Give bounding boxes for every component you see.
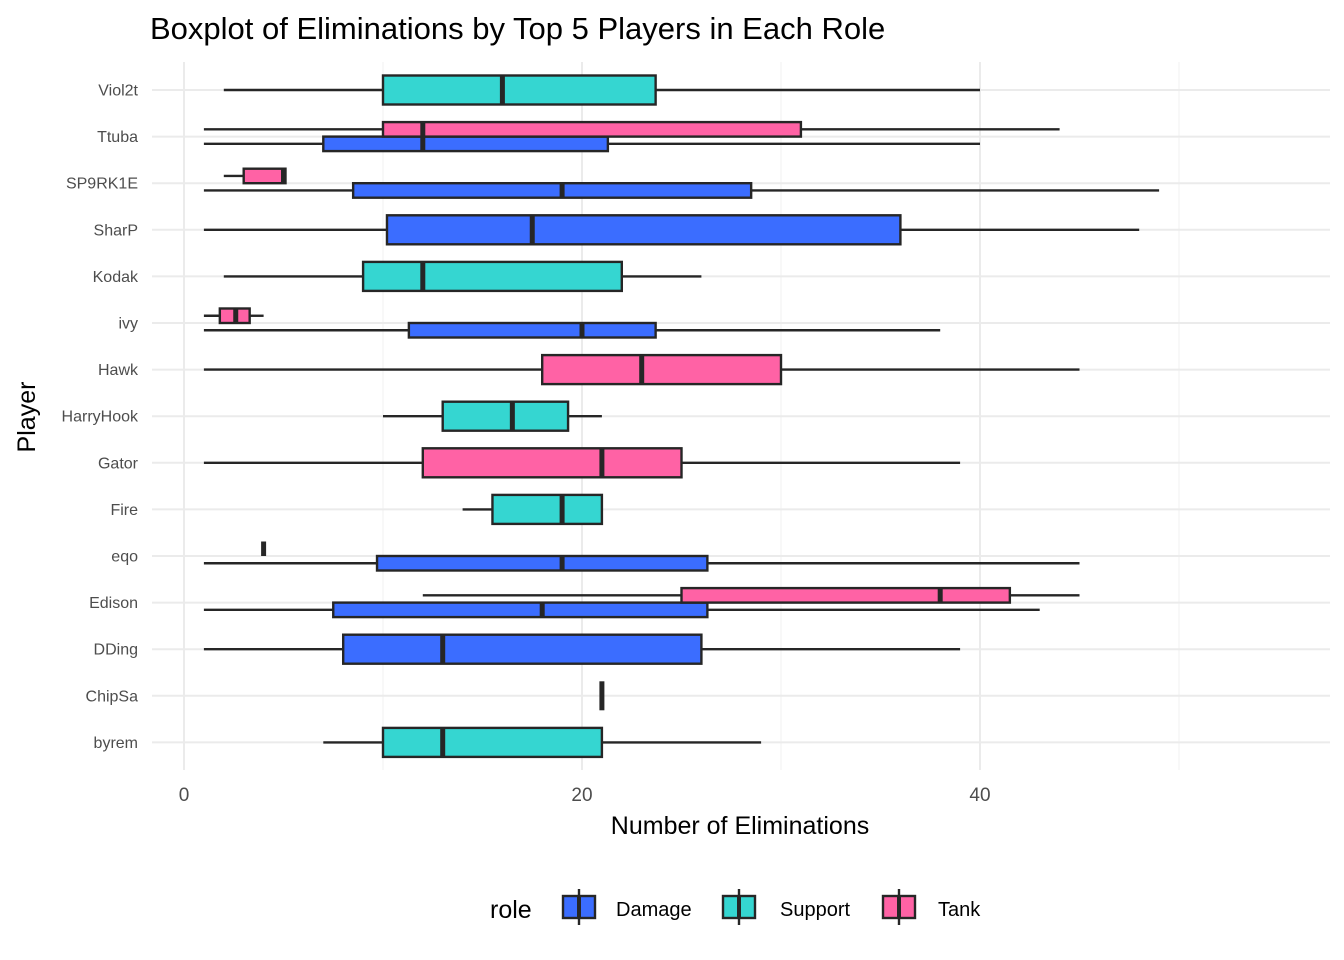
y-tick-label: eqo xyxy=(111,549,138,566)
box-iqr xyxy=(332,601,709,619)
y-tick-label: HarryHook xyxy=(62,409,139,426)
box-Kodak-support xyxy=(223,260,702,293)
box-SP9RK1E-tank xyxy=(223,167,287,185)
y-tick-label: byrem xyxy=(94,735,138,752)
legend-item-support: Support xyxy=(721,889,850,925)
box-Ttuba-tank xyxy=(203,120,1060,138)
box-iqr xyxy=(441,400,570,432)
x-axis-title: Number of Eliminations xyxy=(611,812,869,840)
box-iqr xyxy=(375,554,709,572)
chart-title: Boxplot of Eliminations by Top 5 Players… xyxy=(150,11,885,46)
box-iqr xyxy=(541,353,783,386)
y-tick-labels: Viol2t Ttuba SP9RK1E SharP Kodak ivy Hawk Harry… xyxy=(62,83,139,752)
box-plots xyxy=(203,74,1160,759)
x-tick-label: 0 xyxy=(179,785,190,806)
box-iqr xyxy=(361,260,624,293)
box-iqr xyxy=(491,493,604,526)
box-ivy-tank xyxy=(203,307,264,325)
y-tick-label: Ttuba xyxy=(97,129,138,146)
legend: role Damage Support Tank xyxy=(490,889,981,925)
box-Hawk-tank xyxy=(203,353,1080,386)
y-tick-label: Fire xyxy=(110,502,138,519)
box-iqr xyxy=(322,135,610,153)
x-tick-label: 40 xyxy=(969,785,990,806)
y-tick-label: SP9RK1E xyxy=(66,176,138,193)
box-eqo-damage xyxy=(203,554,1080,572)
y-tick-label: Hawk xyxy=(98,362,139,379)
box-Edison-damage xyxy=(203,601,1040,619)
box-Edison-tank xyxy=(422,586,1080,604)
box-iqr xyxy=(421,447,683,479)
y-tick-label: Edison xyxy=(89,595,138,612)
box-HarryHook-support xyxy=(383,400,602,432)
grid-lines xyxy=(152,62,1330,770)
box-iqr xyxy=(381,120,803,138)
y-tick-label: Gator xyxy=(98,455,139,472)
box-SharP-damage xyxy=(203,214,1140,246)
box-iqr xyxy=(385,214,902,246)
y-tick-label: SharP xyxy=(94,222,138,239)
legend-label: Tank xyxy=(938,899,981,921)
box-iqr xyxy=(381,726,604,759)
y-tick-label: ChipSa xyxy=(86,688,139,705)
box-Ttuba-damage xyxy=(203,135,980,153)
box-DDing-damage xyxy=(203,633,961,665)
legend-item-tank: Tank xyxy=(881,889,981,925)
legend-label: Damage xyxy=(616,899,692,921)
box-byrem-support xyxy=(323,726,762,759)
box-Gator-tank xyxy=(203,447,961,479)
box-iqr xyxy=(381,74,657,106)
box-SP9RK1E-damage xyxy=(203,181,1160,199)
legend-label: Support xyxy=(780,899,850,921)
box-iqr xyxy=(342,633,703,665)
y-tick-label: ivy xyxy=(118,316,138,333)
y-tick-label: Viol2t xyxy=(98,83,138,100)
legend-title: role xyxy=(490,896,532,924)
box-ivy-damage xyxy=(203,321,941,339)
box-iqr xyxy=(407,321,657,339)
box-iqr xyxy=(351,181,753,199)
box-iqr xyxy=(680,586,1012,604)
y-axis-title: Player xyxy=(13,382,41,453)
box-iqr xyxy=(242,167,287,185)
box-Viol2t-support xyxy=(223,74,980,106)
box-Fire-support xyxy=(462,493,604,526)
y-tick-label: Kodak xyxy=(93,269,139,286)
legend-item-damage: Damage xyxy=(561,889,692,925)
y-tick-label: DDing xyxy=(94,642,138,659)
x-tick-labels: 0 20 40 xyxy=(179,785,991,806)
x-tick-label: 20 xyxy=(571,785,592,806)
